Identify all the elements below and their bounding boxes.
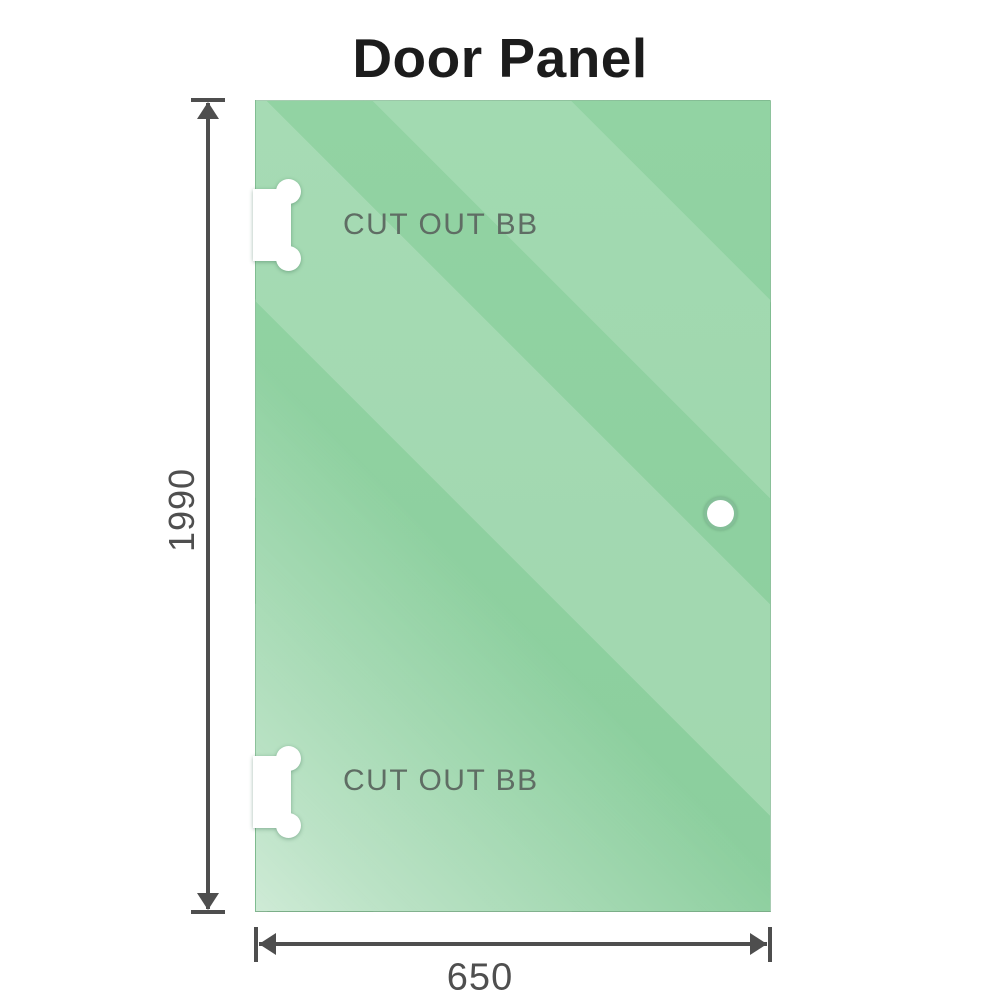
- hinge-cutout-bottom-lower-lobe: [276, 813, 301, 838]
- height-dimension-bottom-tick: [191, 910, 225, 914]
- height-dimension-line: [206, 103, 210, 909]
- hinge-cutout-top-lower-lobe: [276, 246, 301, 271]
- cutout-label-top: CUT OUT BB: [343, 208, 539, 241]
- hinge-cutout-top: [253, 179, 301, 271]
- arrow-right-icon: [750, 933, 767, 955]
- glass-panel: CUT OUT BB CUT OUT BB: [253, 100, 771, 912]
- cutout-label-bottom: CUT OUT BB: [343, 764, 539, 797]
- height-dimension-top-tick: [191, 98, 225, 102]
- width-dimension-right-tick: [768, 927, 772, 962]
- hinge-cutout-bottom: [253, 746, 301, 838]
- width-dimension-line: [259, 942, 767, 946]
- diagram-title: Door Panel: [352, 27, 648, 89]
- handle-hole: [707, 500, 734, 527]
- arrow-left-icon: [259, 933, 276, 955]
- arrow-down-icon: [197, 893, 219, 910]
- width-dimension-left-tick: [254, 927, 258, 962]
- width-dimension-value: 650: [446, 956, 514, 999]
- arrow-up-icon: [197, 102, 219, 119]
- hinge-cutout-top-upper-lobe: [276, 179, 301, 204]
- height-dimension-value: 1990: [161, 467, 202, 553]
- hinge-cutout-bottom-upper-lobe: [276, 746, 301, 771]
